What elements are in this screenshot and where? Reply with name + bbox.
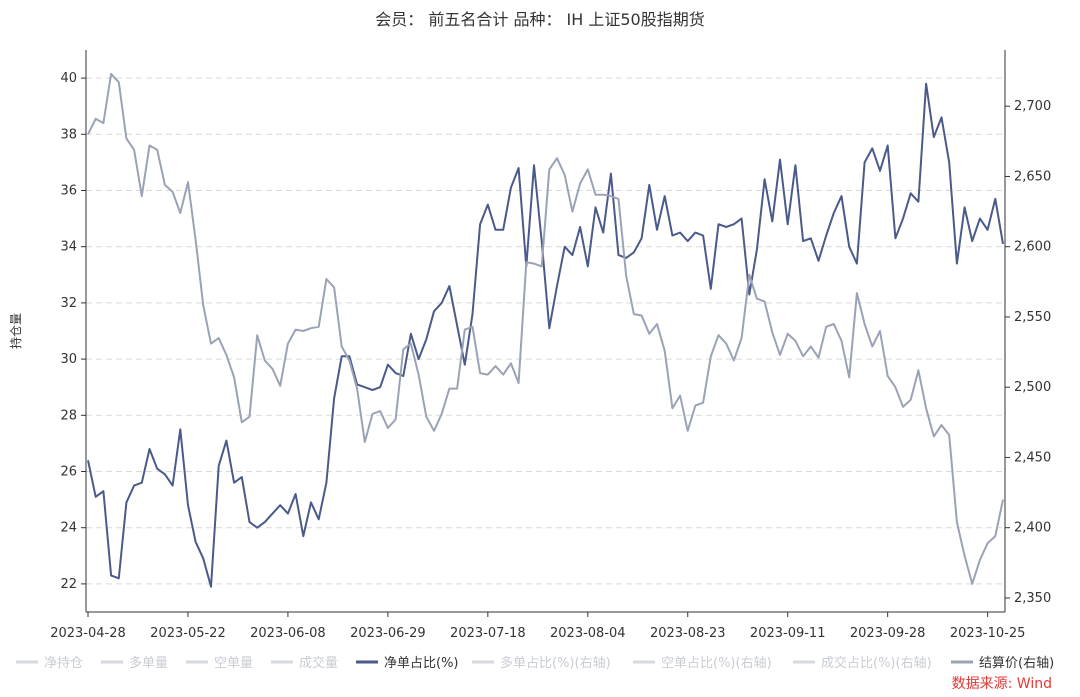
series-line-settlement-price [87,72,1004,585]
y-tick-label: 28 [60,408,77,423]
y-tick-label: 40 [60,71,77,86]
x-tick-label: 2023-08-04 [550,626,626,641]
legend-label: 成交占比(%)(右轴) [821,655,932,671]
legend-label: 空单占比(%)(右轴) [661,656,772,671]
x-tick-label: 2023-04-28 [50,626,126,641]
chart-title: 会员： 前五名合计 品种： IH 上证50股指期货 [375,10,704,29]
x-axis-ticks: 2023-04-28 2023-05-22 2023-06-08 2023-06-29… [50,612,1025,641]
y-tick-label: 36 [60,184,77,199]
x-tick-label: 2023-10-25 [950,626,1026,641]
legend-label: 空单量 [214,656,253,671]
y2-tick-label: 2,650 [1014,169,1051,184]
x-tick-label: 2023-05-22 [150,626,226,641]
legend-label: 净单占比(%) [384,656,459,671]
source-note: 数据来源: Wind [952,676,1052,692]
x-tick-label: 2023-09-11 [750,626,826,641]
y2-tick-label: 2,600 [1014,240,1051,255]
y-tick-label: 38 [60,127,77,142]
y-tick-label: 34 [60,240,77,255]
legend-label: 成交量 [299,655,338,671]
legend-label: 多单量 [129,655,168,671]
x-tick-label: 2023-07-18 [450,626,526,641]
x-tick-label: 2023-06-29 [350,626,426,641]
y2-tick-label: 2,350 [1014,591,1051,606]
legend-label: 结算价(右轴) [979,656,1054,671]
x-tick-label: 2023-06-08 [250,626,326,641]
y-tick-label: 32 [60,296,77,311]
legend-label: 净持仓 [44,656,83,671]
y2-tick-label: 2,500 [1014,380,1051,395]
y2-tick-label: 2,450 [1014,450,1051,465]
y-tick-label: 24 [60,521,77,536]
y2-axis-ticks: 2,350 2,400 2,450 2,500 2,550 2,600 2,650 2,700 [1005,99,1051,606]
y-tick-label: 22 [60,577,77,592]
series-line-net-ratio [87,82,1004,588]
legend-label: 多单占比(%)(右轴) [500,655,611,671]
y-axis-label: 持仓量 [8,313,23,349]
y2-tick-label: 2,400 [1014,521,1051,536]
y-tick-label: 26 [60,465,77,480]
y-tick-label: 30 [60,352,77,367]
y2-tick-label: 2,700 [1014,99,1051,114]
series-lines [87,72,1004,588]
legend: 净持仓 多单量 空单量 成交量 净单占比(%) 多单占比(%)(右轴) 空单占比(%)(右轴… [16,655,1054,671]
x-tick-label: 2023-08-23 [650,626,726,641]
y-axis-ticks: 22 24 26 28 30 32 34 36 38 40 [60,71,86,592]
x-tick-label: 2023-09-28 [850,626,926,641]
y2-tick-label: 2,550 [1014,310,1051,325]
